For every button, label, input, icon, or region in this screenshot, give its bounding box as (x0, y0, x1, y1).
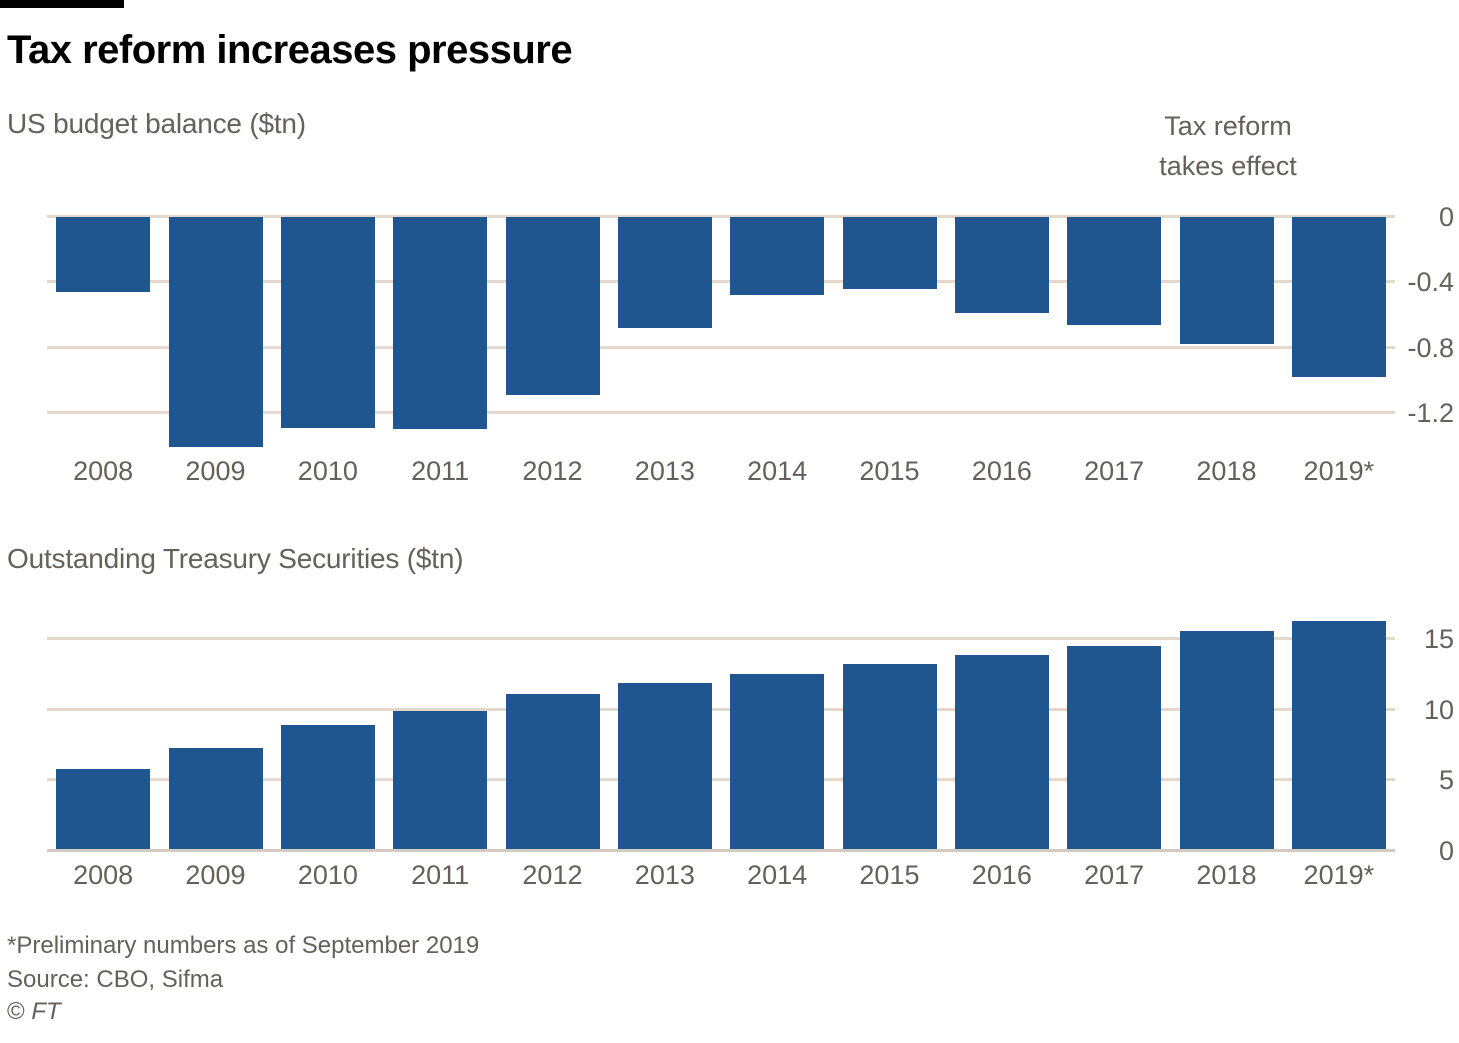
x-tick-label: 2019* (1303, 860, 1375, 890)
ft-copyright: © FT (7, 998, 61, 1026)
bar-2008 (56, 217, 151, 293)
x-tick-label: 2018 (1196, 456, 1257, 486)
ft-logo-text: FT (31, 998, 61, 1025)
bar-2010 (280, 725, 375, 851)
tax-reform-annotation: Tax reform takes effect (1159, 111, 1297, 181)
x-tick-label: 2013 (634, 860, 695, 890)
y-tick-label: 15 (1423, 624, 1454, 654)
y-tick-label: 0 (1438, 202, 1454, 232)
x-tick-label: 2015 (859, 456, 920, 486)
gridline (47, 215, 1395, 218)
bar-2013 (617, 217, 712, 328)
bar-2019* (1291, 620, 1386, 851)
gridline (47, 280, 1395, 284)
gridline (47, 707, 1395, 711)
bar-2015 (842, 664, 937, 851)
x-tick-label: 2017 (1084, 456, 1145, 486)
y-tick-label: 5 (1438, 765, 1454, 796)
x-tick-label: 2014 (747, 456, 808, 486)
y-tick-label: -0.8 (1407, 332, 1454, 363)
y-tick-label: -0.4 (1407, 267, 1454, 298)
gridline (47, 411, 1395, 414)
x-tick-label: 2010 (297, 860, 358, 890)
page-title: Tax reform increases pressure (7, 28, 573, 72)
x-tick-label: 2009 (185, 456, 246, 486)
bar-2017 (1067, 217, 1162, 325)
y-tick-label: 10 (1423, 694, 1454, 725)
treasury-securities-chart-title: Outstanding Treasury Securities ($tn) (7, 543, 464, 574)
x-tick-label: 2017 (1084, 860, 1145, 890)
x-tick-label: 2011 (411, 860, 470, 890)
x-tick-label: 2008 (73, 456, 134, 486)
x-tick-label: 2018 (1196, 860, 1257, 890)
gridline (47, 778, 1395, 782)
y-tick-label: 0 (1438, 836, 1454, 866)
bar-2008 (56, 769, 151, 851)
footnote: *Preliminary numbers as of September 201… (7, 932, 480, 959)
copyright-symbol: © (7, 998, 25, 1025)
bar-2019* (1291, 217, 1386, 377)
bar-2014 (730, 674, 825, 851)
source-line: Source: CBO, Sifma (7, 966, 224, 993)
bar-2016 (954, 654, 1049, 851)
bar-2012 (505, 217, 600, 395)
bar-2012 (505, 694, 600, 851)
bar-2014 (730, 217, 825, 296)
bar-2018 (1179, 217, 1274, 345)
x-tick-label: 2012 (522, 860, 583, 890)
x-tick-label: 2008 (73, 860, 134, 890)
bar-2009 (168, 217, 263, 448)
ft-top-rule (0, 0, 124, 8)
bar-2010 (280, 217, 375, 428)
budget-balance-chart-title: US budget balance ($tn) (7, 108, 306, 139)
gridline (47, 637, 1395, 640)
x-tick-label: 2010 (297, 456, 358, 486)
x-tick-label: 2016 (971, 860, 1032, 890)
x-axis-baseline (47, 849, 1395, 852)
x-tick-label: 2011 (411, 456, 470, 486)
x-tick-label: 2013 (634, 456, 695, 486)
bar-2015 (842, 217, 937, 289)
bar-2011 (393, 711, 488, 851)
x-tick-label: 2009 (185, 860, 246, 890)
gridline (47, 345, 1395, 349)
bar-2016 (954, 217, 1049, 314)
bar-2013 (617, 682, 712, 851)
x-tick-label: 2019* (1303, 456, 1375, 486)
bar-2011 (393, 217, 488, 430)
x-tick-label: 2016 (971, 456, 1032, 486)
y-tick-label: -1.2 (1407, 398, 1454, 428)
bar-2009 (168, 747, 263, 851)
bar-2018 (1179, 630, 1274, 851)
bar-2017 (1067, 646, 1162, 851)
x-tick-label: 2015 (859, 860, 920, 890)
x-tick-label: 2014 (747, 860, 808, 890)
x-tick-label: 2012 (522, 456, 583, 486)
